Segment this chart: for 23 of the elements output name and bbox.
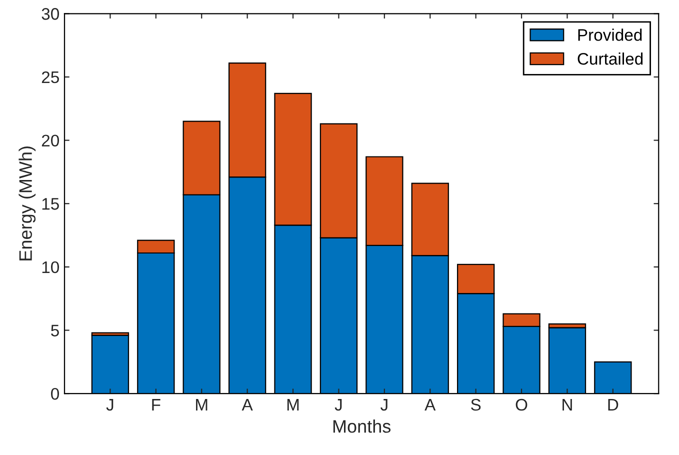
legend-label: Curtailed	[578, 52, 643, 65]
y-tick-label: 0	[51, 388, 59, 400]
x-tick-label: A	[242, 399, 253, 411]
x-tick-label: O	[516, 398, 528, 411]
x-axis-title: Months	[333, 420, 391, 433]
x-tick-label: J	[380, 399, 388, 411]
y-tick-label: 30	[42, 8, 59, 20]
x-tick-label: N	[562, 399, 572, 411]
x-tick-label: D	[608, 399, 618, 411]
y-tick-label: 10	[42, 261, 59, 274]
y-tick-label: 5	[51, 324, 59, 336]
y-tick-label: 25	[42, 71, 59, 84]
x-tick-label: J	[106, 399, 114, 411]
x-tick-label: M	[287, 399, 299, 411]
x-tick-label: A	[424, 399, 436, 411]
y-tick-label: 15	[42, 198, 59, 210]
y-tick-label: 20	[42, 134, 59, 146]
y-axis-title: Energy (MWh)	[18, 146, 36, 260]
x-tick-label: J	[334, 399, 342, 411]
x-tick-label: M	[196, 399, 208, 411]
x-tick-label: S	[471, 398, 481, 411]
legend-label: Provided	[578, 28, 642, 41]
x-tick-label: F	[152, 399, 160, 411]
